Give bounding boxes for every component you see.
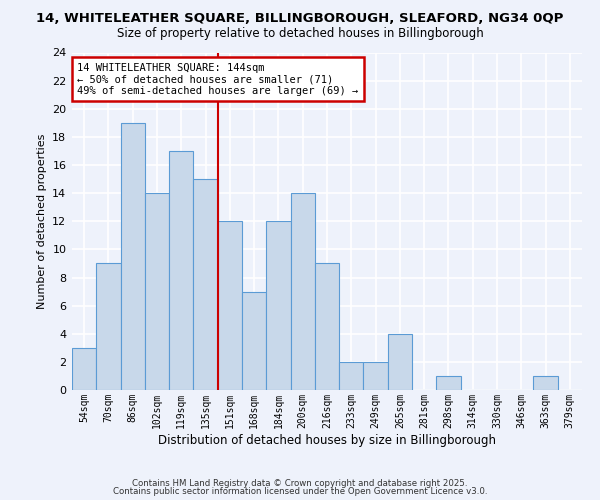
Text: Size of property relative to detached houses in Billingborough: Size of property relative to detached ho… [116,28,484,40]
Bar [218,221,242,390]
Bar [121,123,145,390]
Bar [169,151,193,390]
Y-axis label: Number of detached properties: Number of detached properties [37,134,47,309]
Text: 14 WHITELEATHER SQUARE: 144sqm
← 50% of detached houses are smaller (71)
49% of : 14 WHITELEATHER SQUARE: 144sqm ← 50% of … [77,62,358,96]
Bar [145,193,169,390]
Bar [388,334,412,390]
X-axis label: Distribution of detached houses by size in Billingborough: Distribution of detached houses by size … [158,434,496,446]
Text: 14, WHITELEATHER SQUARE, BILLINGBOROUGH, SLEAFORD, NG34 0QP: 14, WHITELEATHER SQUARE, BILLINGBOROUGH,… [37,12,563,26]
Bar [339,362,364,390]
Bar [72,348,96,390]
Bar [193,179,218,390]
Bar [96,264,121,390]
Bar [315,264,339,390]
Bar [436,376,461,390]
Bar [533,376,558,390]
Bar [364,362,388,390]
Text: Contains public sector information licensed under the Open Government Licence v3: Contains public sector information licen… [113,487,487,496]
Bar [266,221,290,390]
Text: Contains HM Land Registry data © Crown copyright and database right 2025.: Contains HM Land Registry data © Crown c… [132,478,468,488]
Bar [242,292,266,390]
Bar [290,193,315,390]
